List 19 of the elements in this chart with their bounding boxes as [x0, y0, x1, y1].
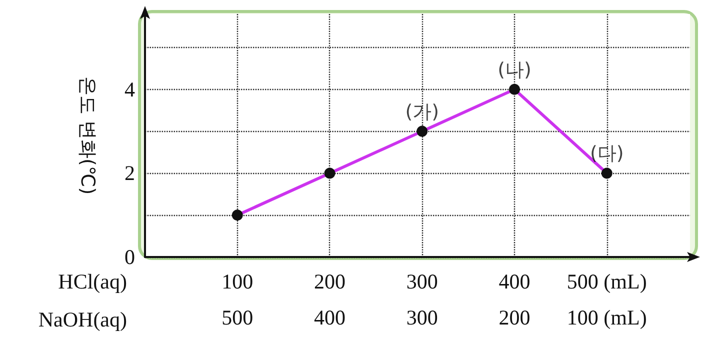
x2-tick-label: 300	[406, 306, 438, 330]
x-tick-label: 200	[314, 270, 346, 294]
x-axis-title: HCl(aq)	[58, 270, 127, 294]
x2-tick-label: 100 (mL)	[566, 306, 647, 330]
x2-tick-label: 500	[222, 306, 254, 330]
annotation: (다)	[590, 142, 624, 165]
x2-tick-label: 400	[314, 306, 346, 330]
x-tick-label: 300	[406, 270, 438, 294]
x-tick-label: 500 (mL)	[566, 270, 647, 294]
x2-axis-title: NaOH(aq)	[38, 308, 128, 332]
annotation: (나)	[498, 58, 532, 81]
x-tick-label: 100	[222, 270, 254, 294]
y-tick-label: 2	[124, 161, 135, 186]
x2-tick-label: 200	[498, 306, 530, 330]
annotation: (가)	[405, 100, 440, 123]
y-axis-title: 온도 변화(℃)	[76, 76, 98, 195]
y-tick-label: 4	[124, 77, 136, 102]
x-tick-label: 400	[498, 270, 530, 294]
y-tick-label: 0	[124, 245, 135, 269]
